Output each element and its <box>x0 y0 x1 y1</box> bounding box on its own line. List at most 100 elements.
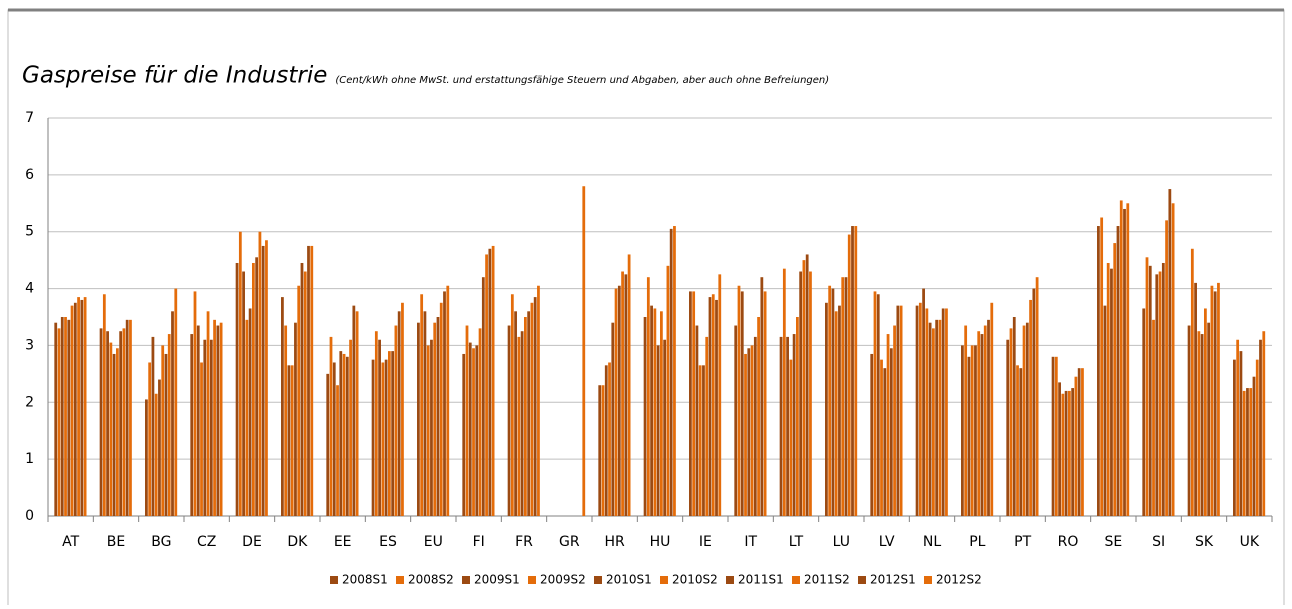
bar <box>889 348 893 516</box>
bar <box>1255 359 1259 516</box>
bar <box>1145 257 1149 516</box>
bar <box>779 336 783 516</box>
bar <box>468 342 472 516</box>
bar <box>216 325 220 516</box>
bar <box>702 365 705 516</box>
bar <box>643 317 647 516</box>
bar <box>876 294 880 516</box>
bar <box>1259 339 1262 516</box>
bar <box>517 336 521 516</box>
legend-swatch <box>528 576 536 584</box>
bar <box>1148 265 1152 516</box>
bar <box>1190 248 1194 516</box>
bar <box>1032 288 1036 516</box>
bar <box>666 265 670 516</box>
bar <box>219 322 223 516</box>
bar <box>54 322 58 516</box>
bar <box>763 291 767 516</box>
x-tick-label: BG <box>151 534 171 550</box>
bar <box>977 331 981 516</box>
x-tick-label: FI <box>473 534 485 550</box>
y-tick-label: 4 <box>25 281 34 297</box>
bar <box>417 322 420 516</box>
bar <box>527 311 531 516</box>
bar <box>420 294 424 516</box>
bar <box>242 271 245 516</box>
bar <box>57 328 61 516</box>
bar <box>1068 390 1071 516</box>
bar <box>73 302 77 516</box>
legend-swatch <box>858 576 866 584</box>
bar <box>1064 390 1068 516</box>
bar <box>689 291 692 516</box>
x-tick-label: FR <box>515 534 533 550</box>
bar <box>465 325 469 516</box>
bar <box>802 260 806 516</box>
bar <box>886 334 890 516</box>
bar <box>423 311 427 516</box>
bar <box>1029 299 1032 516</box>
bar <box>196 325 200 516</box>
bar <box>80 299 84 516</box>
legend-label: 2010S1 <box>606 573 652 587</box>
bar <box>238 231 242 516</box>
y-tick-label: 1 <box>25 451 34 467</box>
legend-swatch <box>594 576 602 584</box>
bar <box>245 319 249 516</box>
bar <box>401 302 404 516</box>
bar <box>349 339 352 516</box>
bar <box>698 365 702 516</box>
bar <box>1074 376 1078 516</box>
bar <box>537 285 540 516</box>
bar <box>60 317 64 516</box>
bar <box>64 317 67 516</box>
bar <box>601 385 605 516</box>
bar <box>206 311 210 516</box>
bar <box>112 353 116 516</box>
legend-label: 2012S2 <box>936 573 982 587</box>
bar <box>646 277 650 516</box>
x-tick-label: NL <box>923 534 941 550</box>
legend-label: 2011S1 <box>738 573 784 587</box>
bar <box>1171 203 1175 517</box>
bar <box>1051 356 1055 516</box>
bar <box>740 291 744 516</box>
bar <box>439 302 443 516</box>
bar <box>122 328 126 516</box>
bar <box>1113 243 1117 517</box>
bar <box>520 331 524 516</box>
bar <box>805 254 809 516</box>
bar <box>974 345 977 516</box>
bar <box>604 365 608 516</box>
bar <box>530 302 534 516</box>
bar <box>255 257 259 516</box>
bar <box>987 319 990 516</box>
bar <box>1213 291 1217 516</box>
bar <box>336 385 339 516</box>
chart-subtitle: (Cent/kWh ohne MwSt. und erstattungsfähi… <box>335 75 829 86</box>
legend-swatch <box>330 576 338 584</box>
bar <box>660 311 663 516</box>
bar <box>922 288 925 516</box>
x-tick-label: LU <box>833 534 850 550</box>
bar <box>339 351 343 516</box>
x-tick-label: IE <box>699 534 712 550</box>
bar <box>838 305 841 516</box>
bar <box>235 262 239 516</box>
y-tick-label: 5 <box>25 224 34 240</box>
bar <box>831 288 835 516</box>
x-tick-label: SI <box>1152 534 1165 550</box>
bar <box>789 359 793 516</box>
legend-label: 2008S1 <box>342 573 388 587</box>
bar <box>734 325 738 516</box>
x-tick-label: LT <box>789 534 804 550</box>
bar <box>1204 308 1207 516</box>
bar <box>896 305 900 516</box>
bar <box>1058 382 1061 516</box>
bar <box>970 345 974 516</box>
legend-swatch <box>726 576 734 584</box>
bar <box>653 308 657 516</box>
bar <box>507 325 511 516</box>
bar <box>883 368 887 516</box>
